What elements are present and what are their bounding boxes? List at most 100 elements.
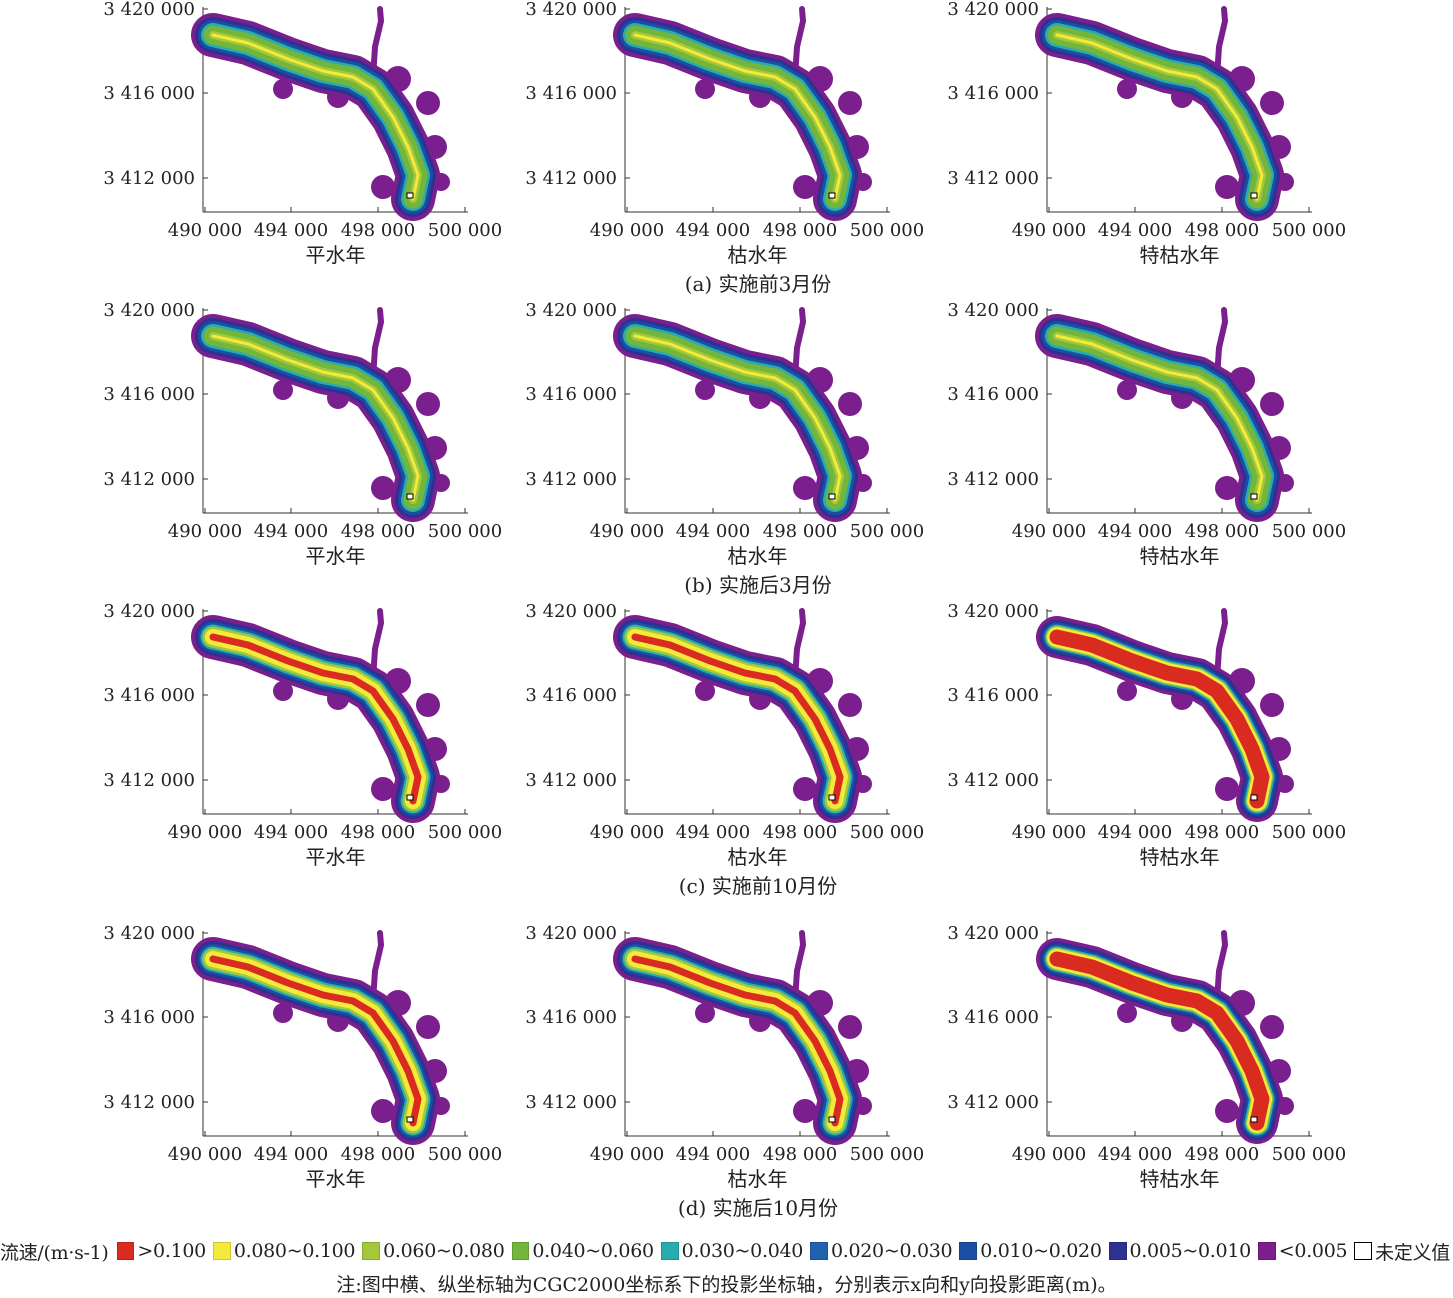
x-tick-label: 500 000	[1272, 220, 1346, 241]
legend-label: 0.080~0.100	[233, 1240, 356, 1262]
velocity-band-mark	[1049, 951, 1270, 1131]
legend-title: 流速/(m·s-1)	[0, 1241, 109, 1264]
y-tick-label: 3 420 000	[525, 0, 617, 20]
y-tick-label: 3 420 000	[525, 300, 617, 321]
shore-lobe-mark	[1215, 476, 1239, 500]
y-tick-label: 3 416 000	[947, 83, 1039, 104]
velocity-band-mark	[1055, 33, 1264, 201]
shore-lobe-mark	[1117, 380, 1137, 400]
tributary-mark	[792, 608, 807, 682]
shore-lobe-mark	[416, 1015, 440, 1039]
velocity-band-mark	[1049, 629, 1270, 809]
x-tick-label: 500 000	[1272, 822, 1346, 843]
shore-lobe-mark	[695, 681, 715, 701]
y-tick-label: 3 420 000	[103, 0, 195, 20]
y-tick-label: 3 412 000	[947, 1092, 1039, 1113]
x-tick-label: 494 000	[254, 1144, 328, 1165]
undefined-value-mark	[406, 493, 414, 500]
tributary-mark	[370, 930, 385, 1004]
y-tick-label: 3 416 000	[947, 1007, 1039, 1028]
panel-subtitle: 特枯水年	[1140, 544, 1220, 568]
x-tick-label: 494 000	[254, 822, 328, 843]
y-tick-label: 3 412 000	[525, 770, 617, 791]
shore-lobe-mark	[371, 175, 395, 199]
x-tick-label: 490 000	[590, 822, 664, 843]
map-panel: 3 420 000 3 416 000 3 412 000 490 000 494 00…	[947, 300, 1346, 568]
y-tick-label: 3 416 000	[103, 1007, 195, 1028]
legend-swatch	[116, 1242, 135, 1260]
undefined-value-mark	[828, 794, 836, 801]
x-tick-label: 494 000	[1098, 822, 1172, 843]
tributary-mark	[370, 307, 385, 381]
y-tick-label: 3 420 000	[525, 923, 617, 944]
undefined-value-mark	[828, 1116, 836, 1123]
shore-lobe-mark	[1260, 392, 1284, 416]
shore-lobe-mark	[793, 1099, 817, 1123]
shore-lobe-mark	[695, 380, 715, 400]
y-tick-label: 3 412 000	[103, 1092, 195, 1113]
shore-lobe-mark	[793, 476, 817, 500]
legend-swatch	[959, 1242, 978, 1260]
tributary-mark	[792, 930, 807, 1004]
shore-lobe-mark	[273, 681, 293, 701]
x-tick-label: 500 000	[1272, 521, 1346, 542]
undefined-value-mark	[1250, 493, 1258, 500]
x-tick-label: 490 000	[590, 521, 664, 542]
x-tick-label: 500 000	[428, 822, 502, 843]
legend-label: 0.005~0.010	[1129, 1240, 1252, 1262]
x-tick-label: 494 000	[1098, 1144, 1172, 1165]
x-tick-label: 494 000	[676, 1144, 750, 1165]
map-panel: 3 420 000 3 416 000 3 412 000 490 000 494 00…	[525, 300, 924, 568]
legend-swatch	[511, 1242, 530, 1260]
y-tick-label: 3 416 000	[525, 384, 617, 405]
legend-label: 0.010~0.020	[980, 1240, 1102, 1262]
x-tick-label: 498 000	[341, 220, 415, 241]
x-tick-label: 498 000	[1185, 521, 1259, 542]
map-panel: 3 420 000 3 416 000 3 412 000 490 000 494 00…	[103, 601, 502, 869]
x-tick-label: 490 000	[1012, 521, 1086, 542]
x-tick-label: 500 000	[428, 1144, 502, 1165]
x-tick-label: 498 000	[763, 220, 837, 241]
velocity-legend: 流速/(m·s-1) >0.100 0.080~0.100 0.060~0.080 0…	[0, 1236, 1453, 1266]
tributary-mark	[1214, 307, 1229, 381]
x-tick-label: 498 000	[341, 1144, 415, 1165]
x-tick-label: 490 000	[590, 1144, 664, 1165]
shore-lobe-mark	[416, 91, 440, 115]
shore-lobe-mark	[793, 175, 817, 199]
x-tick-label: 498 000	[763, 822, 837, 843]
x-tick-label: 500 000	[1272, 1144, 1346, 1165]
x-tick-label: 500 000	[428, 521, 502, 542]
y-tick-label: 3 420 000	[103, 923, 195, 944]
tributary-mark	[792, 6, 807, 80]
undefined-value-mark	[828, 192, 836, 199]
y-tick-label: 3 412 000	[103, 770, 195, 791]
y-tick-label: 3 420 000	[103, 601, 195, 622]
panel-subtitle: 平水年	[306, 243, 366, 267]
map-panel: 3 420 000 3 416 000 3 412 000 490 000 494 00…	[103, 300, 502, 568]
velocity-band-mark	[211, 334, 420, 502]
x-tick-label: 490 000	[168, 220, 242, 241]
panel-subtitle: 平水年	[306, 845, 366, 869]
shore-lobe-mark	[273, 1003, 293, 1023]
x-tick-label: 490 000	[590, 220, 664, 241]
y-tick-label: 3 420 000	[947, 923, 1039, 944]
panel-subtitle: 平水年	[306, 1167, 366, 1191]
x-tick-label: 498 000	[1185, 220, 1259, 241]
undefined-value-mark	[406, 794, 414, 801]
map-panel: 3 420 000 3 416 000 3 412 000 490 000 494 00…	[525, 923, 924, 1191]
x-tick-label: 500 000	[428, 220, 502, 241]
y-tick-label: 3 420 000	[947, 601, 1039, 622]
shore-lobe-mark	[273, 380, 293, 400]
legend-swatch	[1108, 1242, 1127, 1260]
y-tick-label: 3 412 000	[103, 168, 195, 189]
x-tick-label: 494 000	[676, 220, 750, 241]
y-tick-label: 3 416 000	[103, 384, 195, 405]
velocity-band-mark	[209, 633, 422, 805]
shore-lobe-mark	[1260, 1015, 1284, 1039]
x-tick-label: 498 000	[763, 521, 837, 542]
x-tick-label: 500 000	[850, 822, 924, 843]
x-tick-label: 490 000	[1012, 1144, 1086, 1165]
y-tick-label: 3 412 000	[525, 168, 617, 189]
y-tick-label: 3 416 000	[947, 384, 1039, 405]
